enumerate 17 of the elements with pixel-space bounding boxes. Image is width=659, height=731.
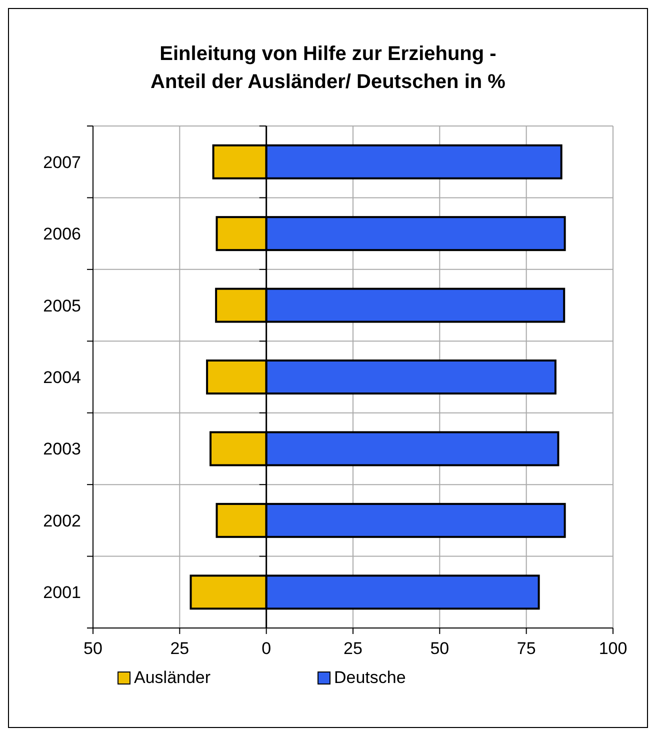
legend-label: Ausländer <box>134 668 211 687</box>
y-tick-label: 2001 <box>43 583 81 602</box>
x-tick-label: 25 <box>170 639 190 658</box>
x-tick-label: 50 <box>430 639 450 658</box>
chart-title: Einleitung von Hilfe zur Erziehung - Anteil der Ausländer/ Deutschen in % <box>150 43 506 93</box>
y-tick-label: 2003 <box>43 440 81 459</box>
x-tick-label: 75 <box>516 639 536 658</box>
y-tick-label: 2007 <box>43 152 81 172</box>
y-tick-label: 2002 <box>43 511 81 530</box>
x-tick-label: 100 <box>598 639 628 658</box>
x-tick-label: 0 <box>262 639 272 658</box>
y-tick-label: 2004 <box>43 368 81 387</box>
legend-label: Deutsche <box>334 668 406 687</box>
x-tick-label: 50 <box>84 639 102 658</box>
y-tick-label: 2005 <box>43 296 81 316</box>
y-tick-label: 2006 <box>43 224 81 244</box>
x-tick-label: 25 <box>344 639 362 658</box>
